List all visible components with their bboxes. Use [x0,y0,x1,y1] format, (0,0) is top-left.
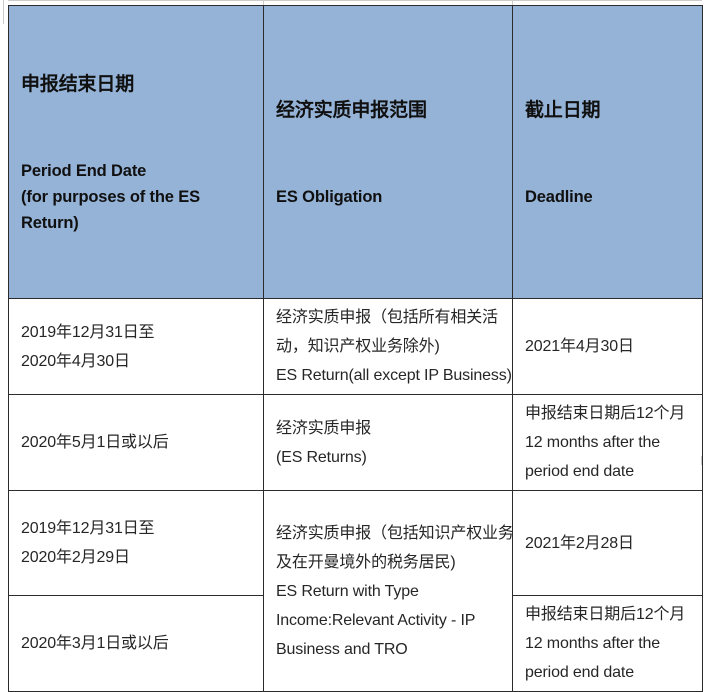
cell-r1-deadline: 2021年4月30日 [512,298,703,395]
header-cell-deadline: 截止日期 Deadline [512,5,703,299]
cell-r3-period: 2019年12月31日至 2020年2月29日 [8,490,264,596]
header-deadline-zh: 截止日期 [525,100,601,121]
cell-r4-period: 2020年3月1日或以后 [8,595,264,692]
cell-r3-obligation-merged: 经济实质申报（包括知识产权业务 及在开曼境外的税务居民) ES Return w… [263,490,513,692]
header-cell-es-obligation: 经济实质申报范围 ES Obligation [263,5,513,299]
cell-r2-period: 2020年5月1日或以后 [8,394,264,491]
table-row: 2019年12月31日至 2020年2月29日 经济实质申报（包括知识产权业务 … [8,490,703,692]
header-period-zh: 申报结束日期 [21,74,135,95]
page: 申报结束日期 Period End Date (for purposes of … [3,0,703,692]
cell-r2-deadline: 申报结束日期后12个月 12 months after the period e… [512,394,703,491]
table-continuation-line-top-mid2 [512,0,513,5]
header-deadline-en: Deadline [525,188,593,206]
header-obligation-en: ES Obligation [276,188,383,206]
es-filing-deadline-table: 申报结束日期 Period End Date (for purposes of … [8,5,703,692]
header-cell-period-end-date: 申报结束日期 Period End Date (for purposes of … [8,5,264,299]
table-continuation-line-top [8,0,702,1]
header-obligation-zh: 经济实质申报范围 [276,100,427,121]
cell-r2-obligation: 经济实质申报 (ES Returns) [263,394,513,491]
cell-r3-deadline: 2021年2月28日 [512,490,703,596]
cell-r4-deadline: 申报结束日期后12个月 12 months after the period e… [512,595,703,692]
table-continuation-line-top-mid [263,0,264,5]
table-continuation-line-top-left [3,0,4,24]
cell-r1-obligation: 经济实质申报（包括所有相关活 动，知识产权业务除外) ES Return(all… [263,298,513,395]
header-period-en: Period End Date (for purposes of the ES … [21,162,200,232]
table-row: 2019年12月31日至 2020年4月30日 经济实质申报（包括所有相关活 动… [8,298,703,395]
table-header-row: 申报结束日期 Period End Date (for purposes of … [8,5,703,299]
table-row: 2020年5月1日或以后 经济实质申报 (ES Returns) 申报结束日期后… [8,394,703,491]
cell-r1-period: 2019年12月31日至 2020年4月30日 [8,298,264,395]
